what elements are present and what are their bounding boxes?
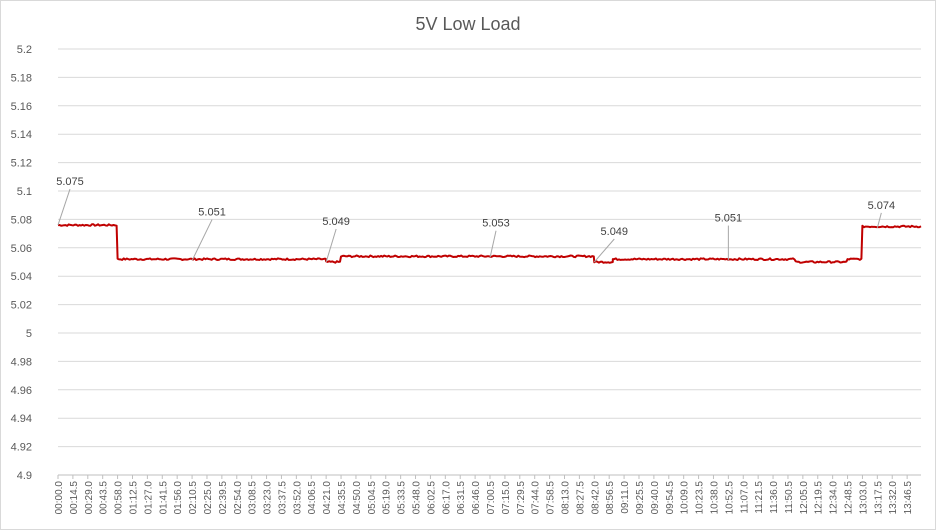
x-tick-label: 10:52.5: [724, 481, 735, 515]
y-tick-label: 5.02: [11, 300, 32, 312]
series-layer: [57, 223, 922, 264]
x-tick-label: 02:10.5: [188, 481, 199, 515]
x-tick-label: 00:43.5: [99, 481, 110, 515]
series-line: [57, 223, 922, 264]
x-axis-ticks: 00:00.0 00:14.5 00:29.0 00:43.5 00:58.0 01:12…: [54, 475, 914, 514]
data-label-leader: [489, 230, 497, 258]
x-tick-label: 12:48.5: [844, 481, 855, 515]
data-label: 5.075: [56, 176, 84, 188]
x-tick-label: 01:27.0: [143, 481, 154, 515]
x-tick-label: 01:12.5: [128, 481, 139, 515]
x-tick-label: 09:54.5: [665, 481, 676, 515]
x-tick-label: 07:00.5: [486, 481, 497, 515]
y-tick-label: 5.12: [11, 158, 32, 170]
y-tick-label: 4.9: [17, 470, 32, 482]
x-tick-label: 01:41.5: [158, 481, 169, 515]
x-tick-label: 12:34.0: [829, 481, 840, 515]
data-label: 5.049: [322, 216, 350, 228]
x-tick-label: 04:06.5: [307, 481, 318, 515]
data-label-leader: [191, 219, 213, 261]
y-tick-label: 4.96: [11, 385, 32, 397]
x-tick-label: 10:23.5: [695, 481, 706, 515]
y-tick-label: 5.04: [11, 271, 32, 283]
x-tick-label: 11:36.0: [769, 481, 780, 514]
y-tick-label: 5.06: [11, 243, 32, 255]
x-tick-label: 09:11.0: [620, 481, 631, 514]
y-tick-label: 5.16: [11, 101, 32, 113]
x-tick-label: 07:15.0: [501, 481, 512, 515]
x-tick-label: 06:02.5: [426, 481, 437, 515]
x-tick-label: 06:17.0: [441, 481, 452, 515]
x-tick-label: 09:25.5: [635, 481, 646, 515]
x-tick-label: 11:21.5: [754, 481, 765, 514]
y-tick-label: 5.14: [11, 129, 32, 141]
x-tick-label: 05:48.0: [412, 481, 423, 515]
x-tick-label: 03:37.5: [277, 481, 288, 515]
x-tick-label: 05:19.0: [382, 481, 393, 515]
y-tick-label: 5: [26, 328, 32, 340]
x-tick-label: 00:00.0: [54, 481, 65, 515]
x-tick-label: 07:44.0: [531, 481, 542, 515]
x-tick-label: 05:33.5: [397, 481, 408, 515]
x-tick-label: 10:38.0: [709, 481, 720, 515]
x-tick-label: 07:58.5: [546, 481, 557, 515]
x-tick-label: 13:46.5: [903, 481, 914, 515]
y-tick-label: 5.08: [11, 214, 32, 226]
annotations: 5.075 5.051 5.049 5.053 5.049 5.051 5.074: [56, 176, 896, 263]
y-axis-ticks: 5.2 5.18 5.16 5.14 5.12 5.1 5.08 5.06 5.04 5.02 5 4…: [11, 44, 32, 482]
x-tick-label: 02:39.5: [218, 481, 229, 515]
data-label: 5.074: [868, 200, 896, 212]
data-label-leader: [593, 238, 615, 263]
x-tick-label: 03:08.5: [248, 481, 259, 515]
x-tick-label: 06:46.0: [471, 481, 482, 515]
x-tick-label: 02:54.0: [233, 481, 244, 515]
x-tick-label: 11:07.0: [739, 481, 750, 514]
x-tick-label: 06:31.5: [456, 481, 467, 515]
data-label: 5.051: [715, 213, 743, 225]
gridlines: [58, 48, 921, 476]
y-tick-label: 4.98: [11, 356, 32, 368]
chart-title: 5V Low Load: [415, 14, 520, 34]
data-label-leader: [57, 188, 71, 226]
x-tick-label: 00:58.0: [114, 481, 125, 515]
x-tick-label: 08:13.0: [560, 481, 571, 515]
x-tick-label: 07:29.5: [516, 481, 527, 515]
x-tick-label: 08:42.0: [590, 481, 601, 515]
data-label: 5.049: [601, 226, 629, 238]
data-label: 5.053: [482, 218, 510, 230]
x-tick-label: 11:50.5: [784, 481, 795, 514]
data-label-leader: [325, 228, 337, 263]
x-tick-label: 12:19.5: [814, 481, 825, 515]
data-label: 5.051: [198, 207, 226, 219]
data-label-leader: [876, 212, 882, 229]
x-tick-label: 01:56.0: [173, 481, 184, 515]
y-tick-label: 4.92: [11, 442, 32, 454]
y-tick-label: 5.2: [17, 44, 32, 56]
x-tick-label: 09:40.0: [650, 481, 661, 515]
x-tick-label: 04:21.0: [322, 481, 333, 515]
x-tick-label: 12:05.0: [799, 481, 810, 515]
x-tick-label: 04:50.0: [352, 481, 363, 515]
x-tick-label: 00:14.5: [69, 481, 80, 515]
y-tick-label: 5.18: [11, 72, 32, 84]
x-tick-label: 05:04.5: [367, 481, 378, 515]
y-tick-label: 4.94: [11, 413, 32, 425]
x-tick-label: 10:09.0: [680, 481, 691, 515]
x-tick-label: 08:56.5: [605, 481, 616, 515]
x-tick-label: 02:25.0: [203, 481, 214, 515]
x-tick-label: 03:52.0: [292, 481, 303, 515]
x-tick-label: 13:17.5: [873, 481, 884, 515]
x-tick-label: 13:03.0: [858, 481, 869, 515]
x-tick-label: 00:29.0: [84, 481, 95, 515]
y-tick-label: 5.1: [17, 186, 32, 198]
x-tick-label: 08:27.5: [575, 481, 586, 515]
x-tick-label: 13:32.0: [888, 481, 899, 515]
x-tick-label: 03:23.0: [263, 481, 274, 515]
x-tick-label: 04:35.5: [337, 481, 348, 515]
